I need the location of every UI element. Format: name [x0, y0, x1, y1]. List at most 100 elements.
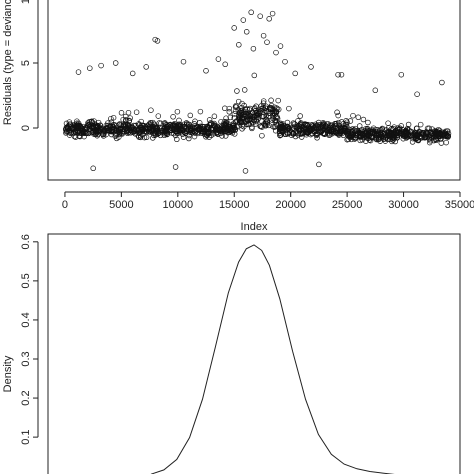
- scatter-point: [264, 118, 270, 124]
- density-series-line: [150, 244, 395, 474]
- scatter-point: [261, 113, 267, 120]
- scatter-point: [223, 122, 230, 128]
- scatter-x-tick-label: 15000: [219, 199, 250, 211]
- density-panel: 0.1 0.2 0.3 0.4 0.5 0.6 Density: [2, 233, 461, 474]
- scatter-point: [206, 134, 212, 140]
- scatter-point: [289, 130, 296, 137]
- scatter-point: [133, 109, 140, 115]
- scatter-point: [260, 98, 267, 104]
- scatter-point: [251, 72, 258, 79]
- scatter-point: [385, 120, 391, 126]
- scatter-point: [88, 118, 95, 125]
- scatter-point-outlier: [414, 91, 420, 97]
- scatter-point: [280, 124, 287, 131]
- scatter-point-outlier: [98, 62, 104, 69]
- scatter-point-outlier: [338, 71, 345, 78]
- scatter-point: [234, 124, 240, 130]
- scatter-point: [300, 126, 307, 133]
- scatter-point: [90, 128, 96, 135]
- scatter-point: [409, 139, 416, 145]
- scatter-point: [338, 124, 344, 131]
- scatter-point: [382, 136, 388, 142]
- density-y-axis-label: Density: [2, 355, 14, 392]
- scatter-point: [205, 130, 211, 137]
- scatter-point: [356, 123, 363, 129]
- scatter-point: [303, 129, 310, 136]
- scatter-point: [283, 131, 289, 138]
- scatter-point: [363, 133, 369, 139]
- scatter-plot-frame: [47, 0, 461, 181]
- scatter-point-outlier: [308, 64, 314, 70]
- scatter-point-outlier: [242, 168, 249, 174]
- scatter-point-outlier: [264, 39, 270, 45]
- scatter-x-tick-label: 30000: [388, 199, 419, 211]
- scatter-point: [210, 125, 217, 131]
- scatter-point: [363, 126, 369, 132]
- scatter-point: [140, 127, 146, 133]
- scatter-point: [208, 120, 215, 127]
- residuals-scatter-panel: 0 5000 10000 15000 20000 25000 30000 35000 0 5 10…: [2, 0, 474, 233]
- scatter-point: [174, 136, 180, 143]
- scatter-point: [124, 121, 131, 127]
- scatter-point: [191, 125, 197, 131]
- scatter-x-tick-label: 20000: [275, 199, 306, 211]
- scatter-point: [296, 123, 303, 130]
- scatter-point: [267, 110, 273, 116]
- scatter-point: [335, 112, 341, 119]
- scatter-point-outlier: [87, 65, 93, 71]
- scatter-point: [249, 125, 255, 132]
- scatter-point: [355, 114, 362, 121]
- scatter-point: [103, 131, 109, 138]
- scatter-point-outlier: [143, 64, 149, 70]
- scatter-point: [86, 119, 93, 125]
- scatter-point: [66, 119, 73, 125]
- scatter-point: [211, 113, 218, 120]
- scatter-point: [336, 132, 342, 138]
- scatter-point: [322, 131, 328, 138]
- scatter-point: [273, 105, 280, 111]
- scatter-point: [143, 134, 150, 141]
- scatter-point: [164, 131, 171, 137]
- scatter-point: [234, 88, 240, 94]
- scatter-point: [146, 126, 152, 132]
- scatter-point: [213, 130, 220, 136]
- scatter-point: [247, 113, 254, 120]
- scatter-point: [179, 127, 185, 134]
- scatter-x-tick-label: 10000: [163, 199, 194, 211]
- scatter-point: [113, 135, 120, 142]
- scatter-point: [76, 122, 83, 129]
- scatter-y-axis: 0 5 10: [20, 0, 39, 131]
- scatter-y-tick-label: 0: [20, 125, 32, 131]
- scatter-point: [223, 115, 229, 121]
- scatter-point: [343, 118, 349, 124]
- scatter-point: [240, 109, 247, 115]
- density-y-tick-label: 0.6: [20, 234, 32, 249]
- scatter-point: [105, 120, 111, 126]
- scatter-point: [139, 122, 145, 128]
- scatter-point: [259, 132, 265, 139]
- scatter-point: [338, 125, 345, 132]
- scatter-x-tick-label: 25000: [332, 199, 363, 211]
- density-y-tick-label: 0.4: [20, 312, 32, 327]
- scatter-point: [141, 134, 148, 141]
- scatter-point: [398, 123, 404, 129]
- scatter-point: [391, 124, 397, 130]
- scatter-point: [155, 113, 162, 119]
- density-y-tick-label: 0.3: [20, 351, 32, 366]
- scatter-point-outlier: [112, 60, 119, 66]
- scatter-point: [93, 123, 100, 130]
- scatter-point-outlier: [282, 58, 288, 65]
- scatter-x-axis-label: Index: [241, 221, 268, 233]
- scatter-points: [62, 9, 452, 174]
- scatter-point: [81, 133, 87, 140]
- scatter-point: [360, 116, 367, 123]
- scatter-point: [356, 130, 363, 136]
- scatter-point: [109, 127, 116, 133]
- scatter-point: [311, 125, 318, 132]
- scatter-point: [221, 127, 228, 133]
- scatter-point: [232, 127, 239, 133]
- scatter-x-tick-label: 35000: [445, 199, 474, 211]
- scatter-point: [221, 125, 227, 132]
- scatter-point: [103, 125, 110, 131]
